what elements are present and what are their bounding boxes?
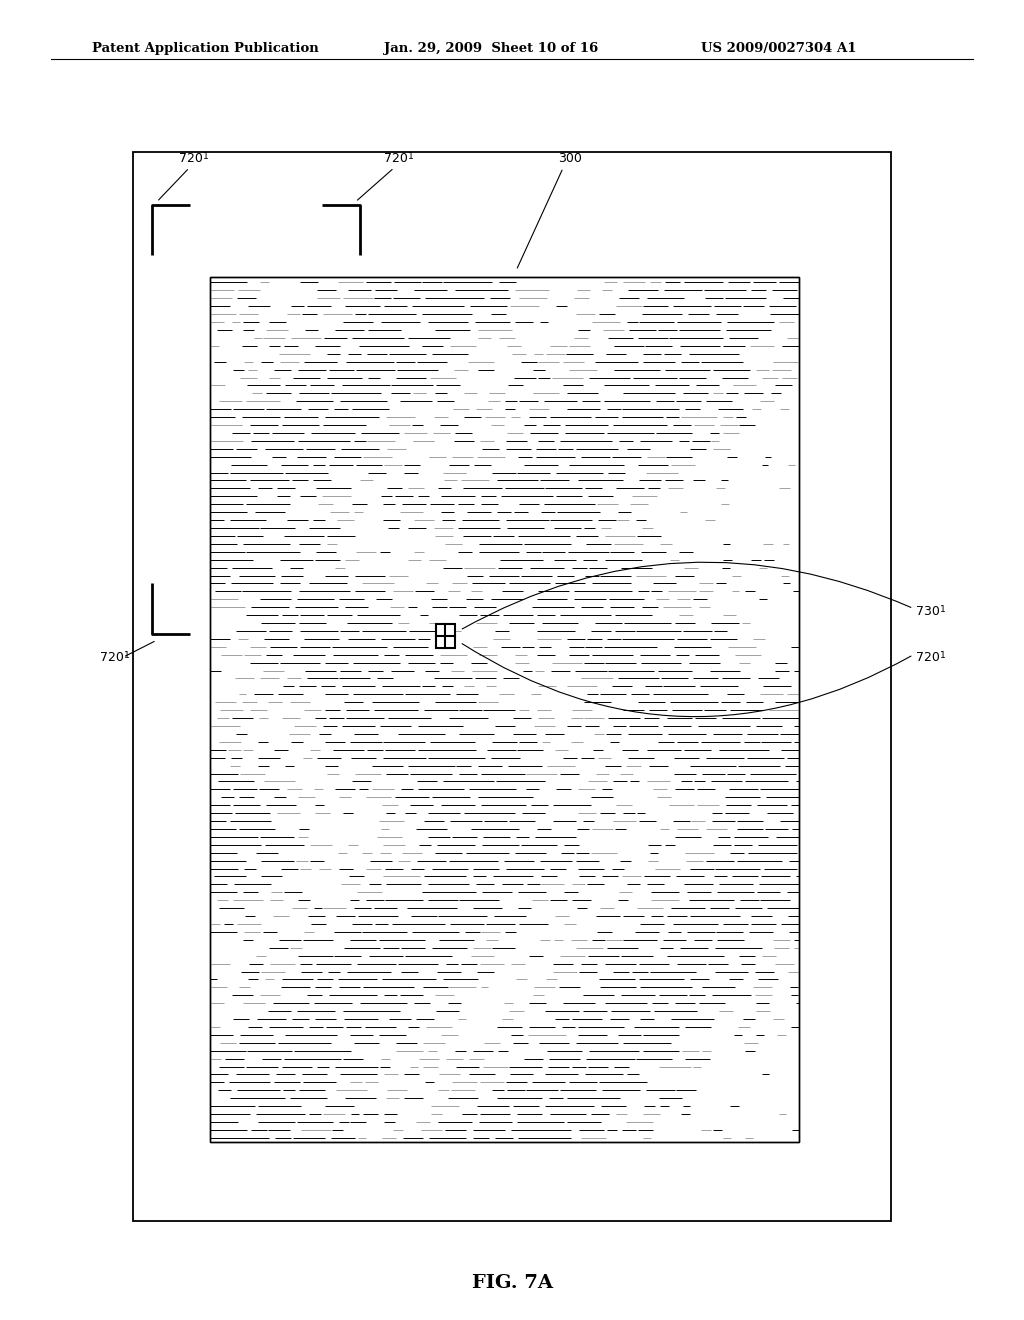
Text: 720: 720 [100,651,124,664]
Bar [133,152,891,1221]
Text: Patent Application Publication: Patent Application Publication [92,42,318,55]
Text: 1: 1 [939,605,945,614]
Text: 1: 1 [202,152,208,161]
Bar [210,277,799,1142]
Text: 730: 730 [916,605,940,618]
Text: US 2009/0027304 A1: US 2009/0027304 A1 [701,42,857,55]
Text: Jan. 29, 2009  Sheet 10 of 16: Jan. 29, 2009 Sheet 10 of 16 [384,42,598,55]
Text: 1: 1 [939,651,945,660]
Text: 720: 720 [916,651,940,664]
Text: 720: 720 [384,152,408,165]
Bar [436,624,455,648]
Text: 720: 720 [179,152,203,165]
Text: 1: 1 [123,651,129,660]
Text: 1: 1 [407,152,413,161]
Text: FIG. 7A: FIG. 7A [471,1274,553,1292]
Bar [210,277,799,1142]
Text: 300: 300 [558,152,582,165]
